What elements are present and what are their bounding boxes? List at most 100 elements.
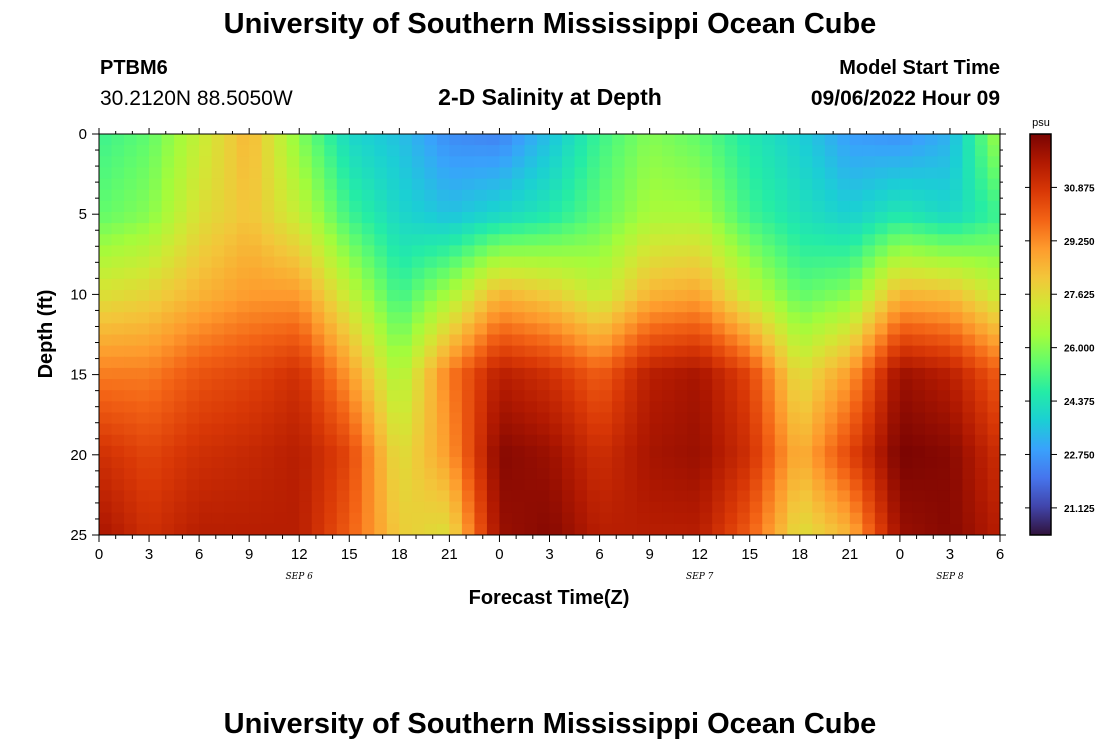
heatmap-cell: [336, 490, 350, 503]
heatmap-cell: [186, 401, 200, 414]
heatmap-cell: [386, 267, 400, 280]
heatmap-cell: [887, 512, 901, 525]
heatmap-cell: [424, 301, 438, 313]
heatmap-cell: [962, 379, 976, 391]
heatmap-cell: [612, 367, 626, 380]
heatmap-cell: [587, 134, 601, 146]
heatmap-cell: [286, 156, 300, 169]
heatmap-cell: [749, 457, 763, 469]
heatmap-cell: [624, 512, 638, 525]
colorbar-tick-label: 21.125: [1064, 504, 1095, 515]
heatmap-cell: [599, 223, 613, 235]
heatmap-cell: [937, 423, 951, 436]
heatmap-cell: [336, 323, 350, 336]
heatmap-cell: [186, 145, 200, 157]
heatmap-cell: [486, 134, 501, 146]
heatmap-cell: [799, 256, 813, 269]
heatmap-cell: [149, 267, 163, 280]
heatmap-cell: [749, 256, 763, 269]
heatmap-cell: [562, 278, 576, 291]
heatmap-cell: [324, 234, 338, 246]
heatmap-cell: [461, 479, 476, 492]
heatmap-cell: [211, 245, 225, 258]
heatmap-cell: [712, 434, 726, 447]
heatmap-cell: [461, 457, 476, 469]
heatmap-cell: [399, 156, 413, 169]
heatmap-cell: [624, 245, 638, 258]
heatmap-cell: [574, 468, 588, 480]
heatmap-cell: [799, 434, 813, 447]
heatmap-cell: [186, 234, 200, 246]
heatmap-cell: [862, 211, 876, 224]
heatmap-cell: [974, 167, 989, 180]
heatmap-cell: [274, 145, 288, 157]
heatmap-cell: [436, 479, 450, 492]
heatmap-cell: [874, 289, 888, 302]
heatmap-cell: [399, 223, 413, 235]
heatmap-cell: [949, 234, 964, 246]
heatmap-cell: [587, 167, 601, 180]
heatmap-cell: [199, 490, 213, 503]
heatmap-cell: [361, 189, 375, 202]
heatmap-cell: [424, 256, 438, 269]
heatmap-cell: [862, 301, 876, 313]
heatmap-cell: [499, 401, 513, 414]
heatmap-cell: [674, 457, 688, 469]
heatmap-cell: [912, 267, 926, 280]
heatmap-cell: [862, 501, 876, 514]
heatmap-cell: [224, 423, 238, 436]
heatmap-cell: [449, 445, 463, 458]
heatmap-cell: [662, 289, 676, 302]
heatmap-cell: [224, 145, 238, 157]
heatmap-cell: [149, 401, 163, 414]
heatmap-cell: [887, 523, 901, 535]
heatmap-cell: [849, 200, 863, 213]
heatmap-cell: [549, 256, 563, 269]
heatmap-cell: [286, 312, 300, 324]
heatmap-cell: [524, 445, 538, 458]
heatmap-cell: [912, 245, 926, 258]
heatmap-cell: [762, 401, 776, 414]
heatmap-cell: [712, 445, 726, 458]
heatmap-cell: [812, 512, 826, 525]
heatmap-cell: [324, 245, 338, 258]
heatmap-cell: [449, 278, 463, 291]
heatmap-cell: [411, 345, 425, 358]
heatmap-cell: [637, 134, 651, 146]
colorbar-tick-label: 30.875: [1064, 183, 1095, 194]
heatmap-cell: [687, 234, 701, 246]
heatmap-cell: [511, 423, 526, 436]
heatmap-cell: [524, 234, 538, 246]
heatmap-cell: [149, 323, 163, 336]
heatmap-cell: [762, 189, 776, 202]
heatmap-cell: [286, 345, 300, 358]
heatmap-cell: [424, 178, 438, 191]
heatmap-cell: [962, 367, 976, 380]
heatmap-cell: [787, 390, 801, 402]
heatmap-cell: [587, 468, 601, 480]
heatmap-cell: [461, 423, 476, 436]
heatmap-cell: [874, 134, 888, 146]
heatmap-cell: [336, 390, 350, 402]
heatmap-cell: [549, 289, 563, 302]
heatmap-cell: [687, 211, 701, 224]
heatmap-cell: [762, 523, 776, 535]
heatmap-cell: [249, 234, 263, 246]
heatmap-cell: [549, 423, 563, 436]
heatmap-cell: [149, 211, 163, 224]
heatmap-cell: [449, 345, 463, 358]
heatmap-cell: [787, 312, 801, 324]
heatmap-cell: [749, 468, 763, 480]
heatmap-cell: [787, 412, 801, 425]
heatmap-cell: [624, 401, 638, 414]
heatmap-cell: [274, 278, 288, 291]
heatmap-cell: [474, 445, 488, 458]
heatmap-cell: [136, 278, 150, 291]
heatmap-cell: [111, 134, 125, 146]
heatmap-cell: [449, 267, 463, 280]
heatmap-cell: [174, 245, 188, 258]
heatmap-cell: [737, 412, 751, 425]
heatmap-cell: [186, 134, 200, 146]
heatmap-cell: [949, 379, 964, 391]
